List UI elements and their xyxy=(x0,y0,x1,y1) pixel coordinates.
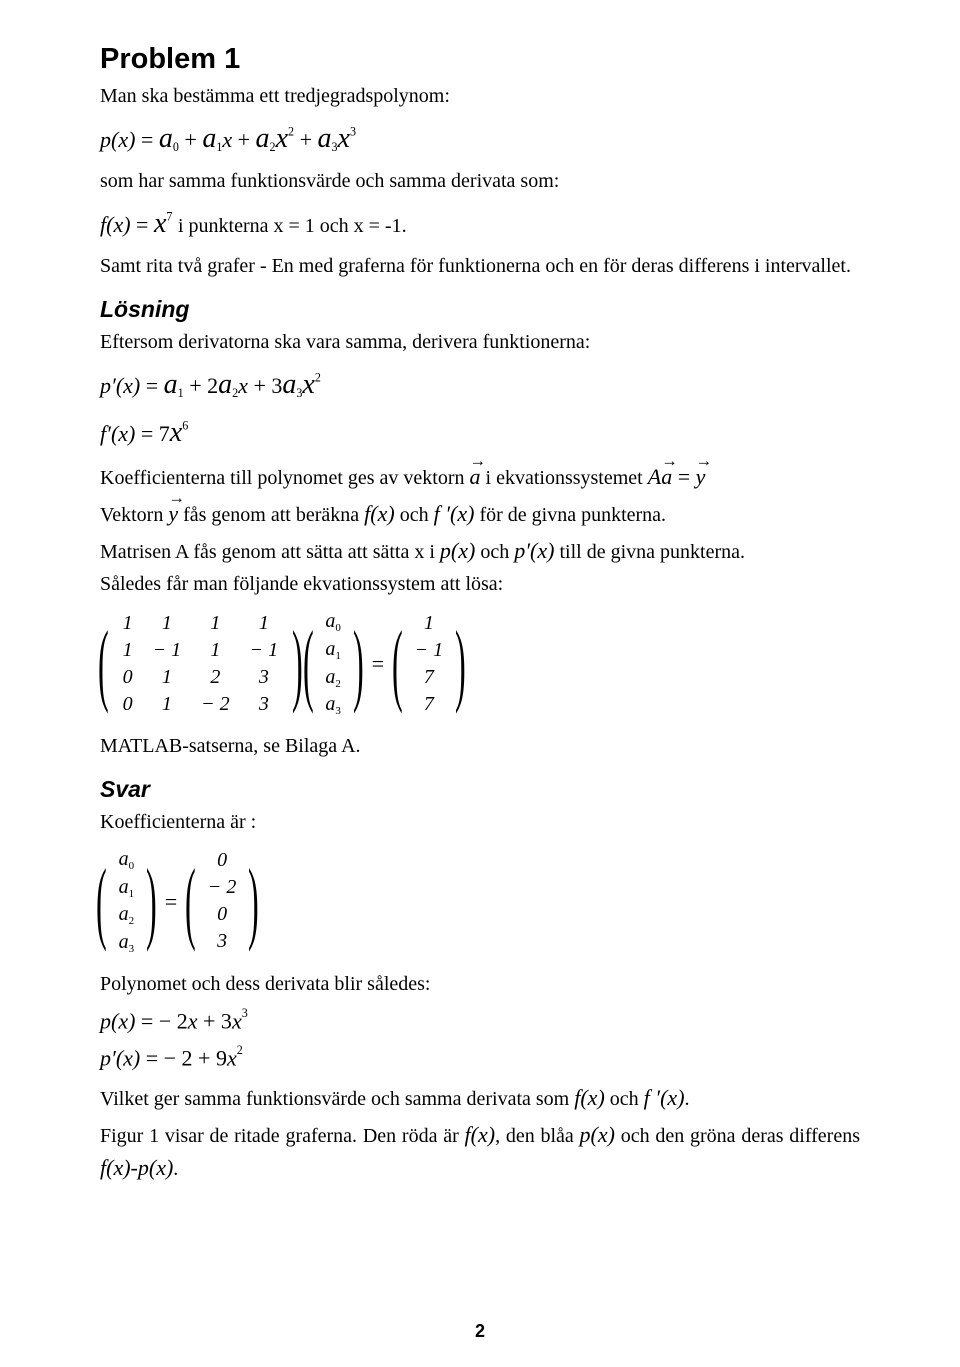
eq-px-def: p(x) = a0 + a1x + a2x2 + a3x3 xyxy=(100,118,860,160)
vector-a-sol: a0 a1 a2 a3 xyxy=(109,846,145,957)
koef-line: Koefficienterna till polynomet ges av ve… xyxy=(100,460,860,493)
equation-system: ( 1111 1− 11− 1 0123 01− 23 ) ( a0 a1 a2… xyxy=(100,608,860,719)
vector-a: a0 a1 a2 a3 xyxy=(315,608,351,719)
problem-title: Problem 1 xyxy=(100,40,860,79)
eq-fpx: f′(x) = 7x6 xyxy=(100,412,860,454)
vector-y: 1 − 1 7 7 xyxy=(405,610,454,718)
eq-pp-solution: p′(x) = − 2 + 9x2 xyxy=(100,1041,860,1074)
poly-line: Polynomet och dess derivata blir således… xyxy=(100,971,860,998)
mat-a-line: Matrisen A fås genom att sätta att sätta… xyxy=(100,534,860,567)
vilket-line: Vilket ger samma funktionsvärde och samm… xyxy=(100,1081,860,1114)
page: Problem 1 Man ska bestämma ett tredjegra… xyxy=(0,0,960,1367)
fx-tail: i punkterna x = 1 och x = -1. xyxy=(178,215,407,237)
vector-sol: 0 − 2 0 3 xyxy=(198,847,247,955)
losning-heading: Lösning xyxy=(100,294,860,325)
losning-line-1: Eftersom derivatorna ska vara samma, der… xyxy=(100,329,860,356)
vek-y-line: Vektorn y fås genom att beräkna f(x) och… xyxy=(100,497,860,530)
px-lhs: p(x) xyxy=(100,127,135,152)
koef-ar-line: Koefficienterna är : xyxy=(100,809,860,836)
intro-line-1: Man ska bestämma ett tredjegradspolynom: xyxy=(100,83,860,110)
saledes-line: Således får man följande ekvationssystem… xyxy=(100,571,860,598)
page-number: 2 xyxy=(0,1319,960,1343)
intro-line-3: Samt rita två grafer - En med graferna f… xyxy=(100,253,860,280)
matrix-A: 1111 1− 11− 1 0123 01− 23 xyxy=(113,610,289,718)
eq-p-solution: p(x) = − 2x + 3x3 xyxy=(100,1004,860,1037)
eq-ppx: p′(x) = a1 + 2a2x + 3a3x2 xyxy=(100,364,860,406)
eq-fx-def: f(x) = x7 i punkterna x = 1 och x = -1. xyxy=(100,203,860,245)
matlab-line: MATLAB-satserna, se Bilaga A. xyxy=(100,733,860,760)
figur-line: Figur 1 visar de ritade graferna. Den rö… xyxy=(100,1118,860,1184)
solution-vector: ( a0 a1 a2 a3 ) = ( 0 − 2 0 3 ) xyxy=(100,846,860,957)
intro-line-2: som har samma funktionsvärde och samma d… xyxy=(100,168,860,195)
svar-heading: Svar xyxy=(100,774,860,805)
